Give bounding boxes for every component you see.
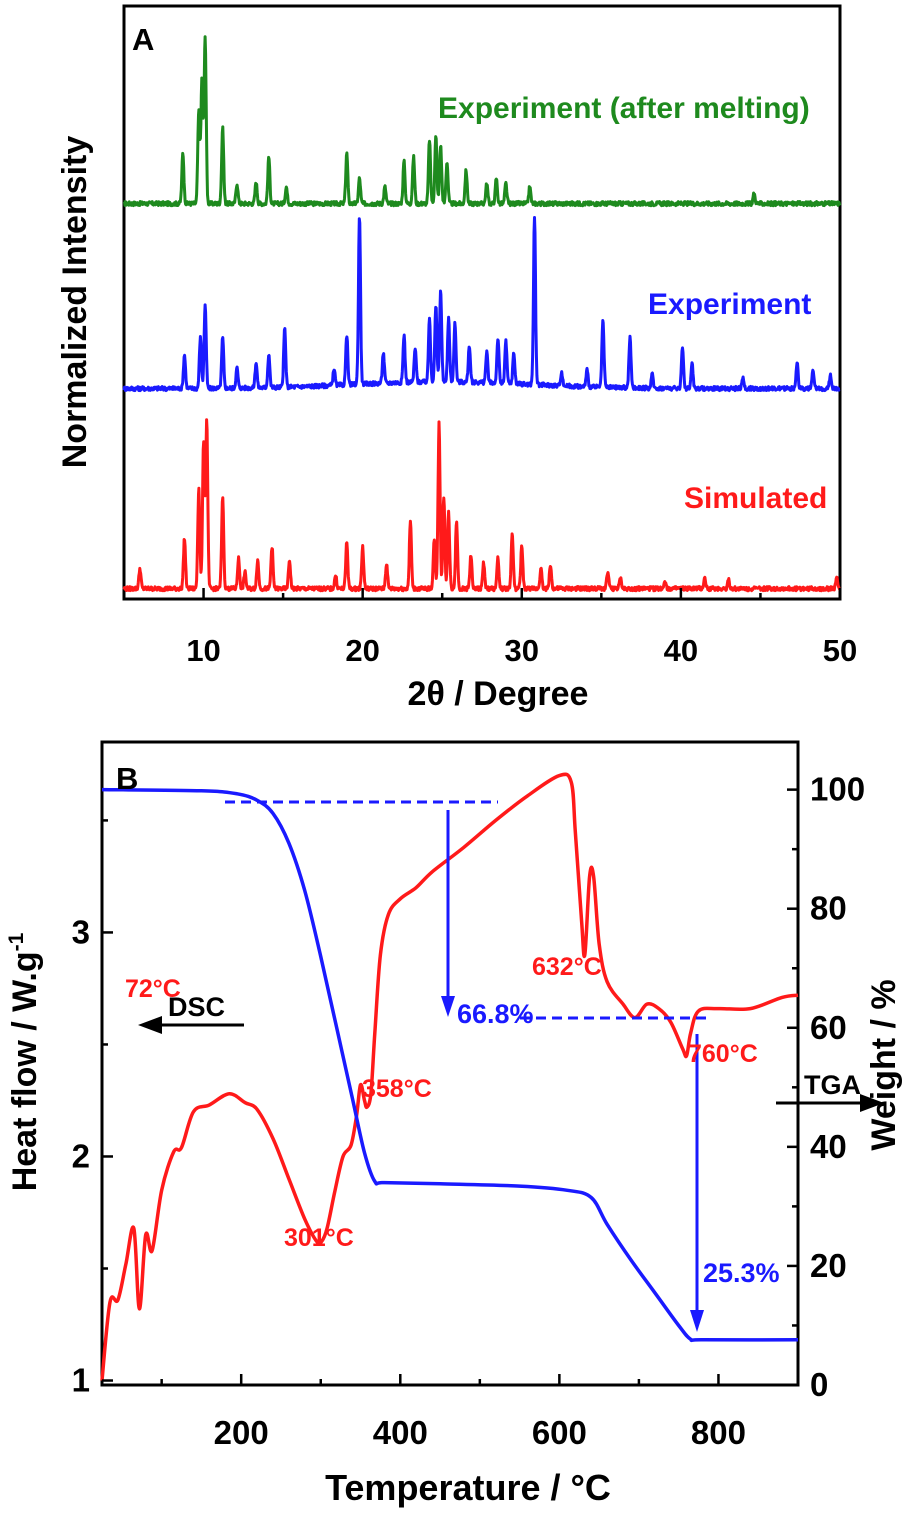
tga-arrow-head [860, 1094, 884, 1112]
tga-curve [101, 787, 799, 1343]
loss-2-arrow-head [690, 1310, 704, 1332]
right-y-tick-label: 60 [810, 1009, 847, 1046]
loss-2-label: 25.3% [703, 1258, 780, 1288]
xrd-series-line [123, 35, 842, 208]
panel-a-y-axis-label: Normalized Intensity [56, 136, 94, 469]
x-tick-label: 10 [186, 633, 220, 668]
panel-a-plot-frame [122, 4, 842, 601]
right-y-tick-label: 40 [810, 1128, 847, 1165]
xrd-series-line [122, 418, 841, 593]
x-tick-label: 200 [214, 1414, 269, 1451]
label-simulated: Simulated [684, 482, 827, 515]
panel-a-curves [122, 35, 842, 593]
panel-b-right-y-axis-label: Weight / % [865, 979, 903, 1150]
loss-1-label: 66.8% [457, 999, 534, 1029]
left-y-tick-label: 1 [72, 1362, 90, 1399]
label-experiment: Experiment [648, 288, 811, 321]
left-y-label-main: Heat flow / W.g [6, 951, 44, 1191]
x-tick-label: 800 [691, 1414, 746, 1451]
panel-a-letter: A [132, 22, 154, 57]
left-y-label-superscript: -1 [5, 932, 28, 951]
panel-b-letter: B [116, 761, 138, 796]
x-tick-label: 50 [823, 633, 857, 668]
peak-label-301: 301°C [284, 1224, 354, 1252]
peak-label-72: 72°C [125, 975, 181, 1003]
x-tick-label: 40 [664, 633, 698, 668]
dsc-curve [100, 772, 799, 1381]
x-tick-label: 600 [532, 1414, 587, 1451]
panel-b-plot-frame [100, 740, 800, 1387]
right-y-tick-label: 20 [810, 1247, 847, 1284]
x-tick-label: 20 [345, 633, 379, 668]
right-y-tick-label: 80 [810, 890, 847, 927]
label-after-melting: Experiment (after melting) [438, 92, 810, 125]
panel-b-ticks: 200 400 600 800 1 2 3 0 20 40 60 80 100 [72, 771, 865, 1451]
panel-a-x-axis-label: 2θ / Degree [408, 675, 589, 713]
panel-b: 200 400 600 800 1 2 3 0 20 40 60 80 100 B DSC TGA 72… [5, 740, 903, 1508]
dsc-arrow-head [138, 1016, 162, 1034]
left-y-tick-label: 2 [72, 1137, 90, 1174]
panel-b-x-axis-label: Temperature / °C [325, 1467, 611, 1508]
panel-b-curves [100, 772, 799, 1381]
tga-label: TGA [804, 1070, 861, 1100]
peak-label-760: 760°C [688, 1040, 758, 1068]
peak-label-358: 358°C [362, 1075, 432, 1103]
xrd-series-line [122, 216, 841, 393]
x-tick-label: 30 [505, 633, 539, 668]
x-tick-label: 400 [373, 1414, 428, 1451]
loss-1-arrow-head [441, 996, 455, 1017]
panel-a-x-ticks: 10 20 30 40 50 [122, 588, 857, 668]
right-y-tick-label: 100 [810, 771, 865, 808]
panel-b-left-y-axis-label: Heat flow / W.g-1 [5, 932, 44, 1191]
left-y-tick-label: 3 [72, 913, 90, 950]
peak-label-632: 632°C [532, 953, 602, 981]
right-y-tick-label: 0 [810, 1366, 828, 1403]
panel-a: 10 20 30 40 50 A Experiment (after melting) … [56, 4, 857, 713]
dsc-label: DSC [168, 992, 225, 1022]
